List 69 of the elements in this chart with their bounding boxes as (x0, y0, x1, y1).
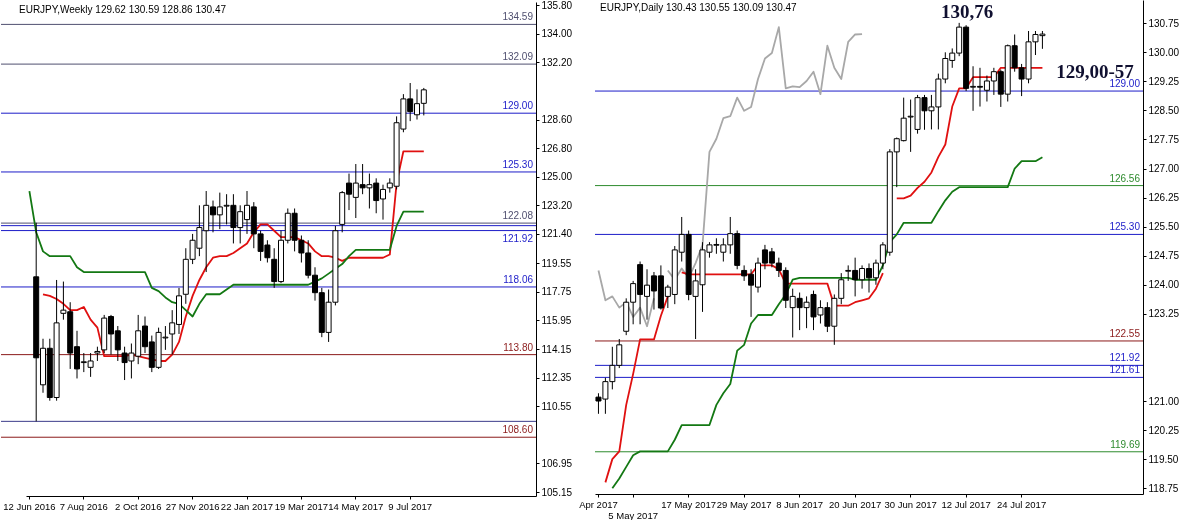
x-tick-label: 5 May 2017 (608, 509, 658, 521)
y-tick-label: 127.00 (1148, 163, 1180, 175)
y-tick-label: 130.00 (1148, 46, 1180, 58)
y-tick-label: 112.35 (541, 372, 572, 384)
x-tick-label: 14 May 2017 (328, 500, 384, 512)
x-tick-label: 19 Mar 2017 (274, 500, 329, 512)
x-tick-label: 7 Aug 2016 (59, 500, 108, 512)
ref-line-label: 119.69 (1110, 438, 1141, 450)
y-tick-label: 118.75 (1148, 482, 1179, 494)
ref-line-label: 121.92 (1109, 352, 1141, 364)
y-tick-label: 119.55 (541, 257, 572, 269)
y-tick-label: 132.20 (541, 56, 573, 68)
y-tick-label: 123.25 (1148, 308, 1180, 320)
x-tick-label: 17 May 2017 (661, 498, 717, 510)
line-series (611, 156, 1044, 490)
ref-line-label: 122.55 (1109, 327, 1141, 339)
ref-line-label: 125.30 (1109, 221, 1141, 233)
y-tick-label: 121.40 (541, 228, 573, 240)
y-tick-label: 105.15 (541, 486, 573, 498)
y-tick-label: 134.00 (541, 28, 573, 40)
y-tick-label: 119.50 (1148, 453, 1179, 465)
ref-line-label: 121.92 (502, 232, 534, 244)
y-tick-label: 106.95 (541, 457, 573, 469)
x-tick-label: 20 Jun 2017 (828, 498, 882, 510)
x-tick-label: Apr 2017 (579, 498, 618, 510)
ref-line-label: 121.61 (1109, 364, 1141, 376)
x-tick-label: 8 Jun 2017 (776, 498, 824, 510)
y-tick-label: 125.50 (1148, 221, 1180, 233)
y-tick-label: 129.25 (1148, 75, 1180, 87)
x-tick-label: 24 Jul 2017 (997, 498, 1047, 510)
ref-line-label: 134.59 (502, 11, 534, 23)
x-tick-label: 2 Oct 2016 (114, 500, 162, 512)
ref-line-label: 113.80 (503, 341, 534, 353)
y-tick-label: 124.75 (1148, 250, 1180, 262)
line-series (28, 190, 425, 318)
x-tick-label: 12 Jul 2017 (941, 498, 991, 510)
y-tick-label: 135.80 (541, 0, 573, 11)
ref-line-label: 129.00 (502, 100, 534, 112)
x-tick-label: 9 Jul 2017 (388, 500, 433, 512)
y-tick-label: 128.60 (541, 114, 573, 126)
x-tick-label: 12 Jun 2016 (3, 500, 56, 512)
x-tick-label: 29 May 2017 (716, 498, 772, 510)
chart-title: EURJPY,Weekly 129.62 130.59 128.86 130.47 (19, 4, 227, 15)
y-tick-label: 120.25 (1148, 424, 1180, 436)
y-tick-label: 130.75 (1148, 17, 1180, 29)
ref-line-label: 125.30 (502, 158, 534, 170)
ref-line-label: 122.08 (502, 210, 534, 222)
chart-title: EURJPY,Daily 130.43 130.55 130.09 130.47 (600, 2, 798, 13)
y-tick-label: 115.95 (541, 314, 572, 326)
y-tick-label: 123.20 (541, 199, 573, 211)
ref-line-label: 132.09 (502, 51, 534, 63)
y-tick-label: 125.00 (541, 171, 573, 183)
y-tick-label: 114.15 (541, 343, 572, 355)
line-series (42, 150, 425, 362)
x-tick-label: 22 Jan 2017 (220, 500, 274, 512)
y-tick-label: 110.55 (541, 400, 572, 412)
ref-line-label: 108.60 (502, 424, 534, 436)
ref-line-label: 118.06 (503, 273, 534, 285)
y-tick-label: 124.00 (1148, 279, 1180, 291)
x-tick-label: 27 Nov 2016 (165, 500, 220, 512)
y-tick-label: 117.75 (541, 286, 572, 298)
y-tick-label: 126.80 (541, 142, 573, 154)
ref-line-label: 126.56 (1109, 172, 1141, 184)
y-tick-label: 128.50 (1148, 104, 1180, 116)
y-tick-label: 127.75 (1148, 133, 1180, 145)
x-tick-label: 30 Jun 2017 (884, 498, 937, 510)
y-tick-label: 121.00 (1148, 395, 1180, 407)
annotation: 130,76 (940, 0, 994, 22)
y-tick-label: 126.25 (1148, 192, 1180, 204)
